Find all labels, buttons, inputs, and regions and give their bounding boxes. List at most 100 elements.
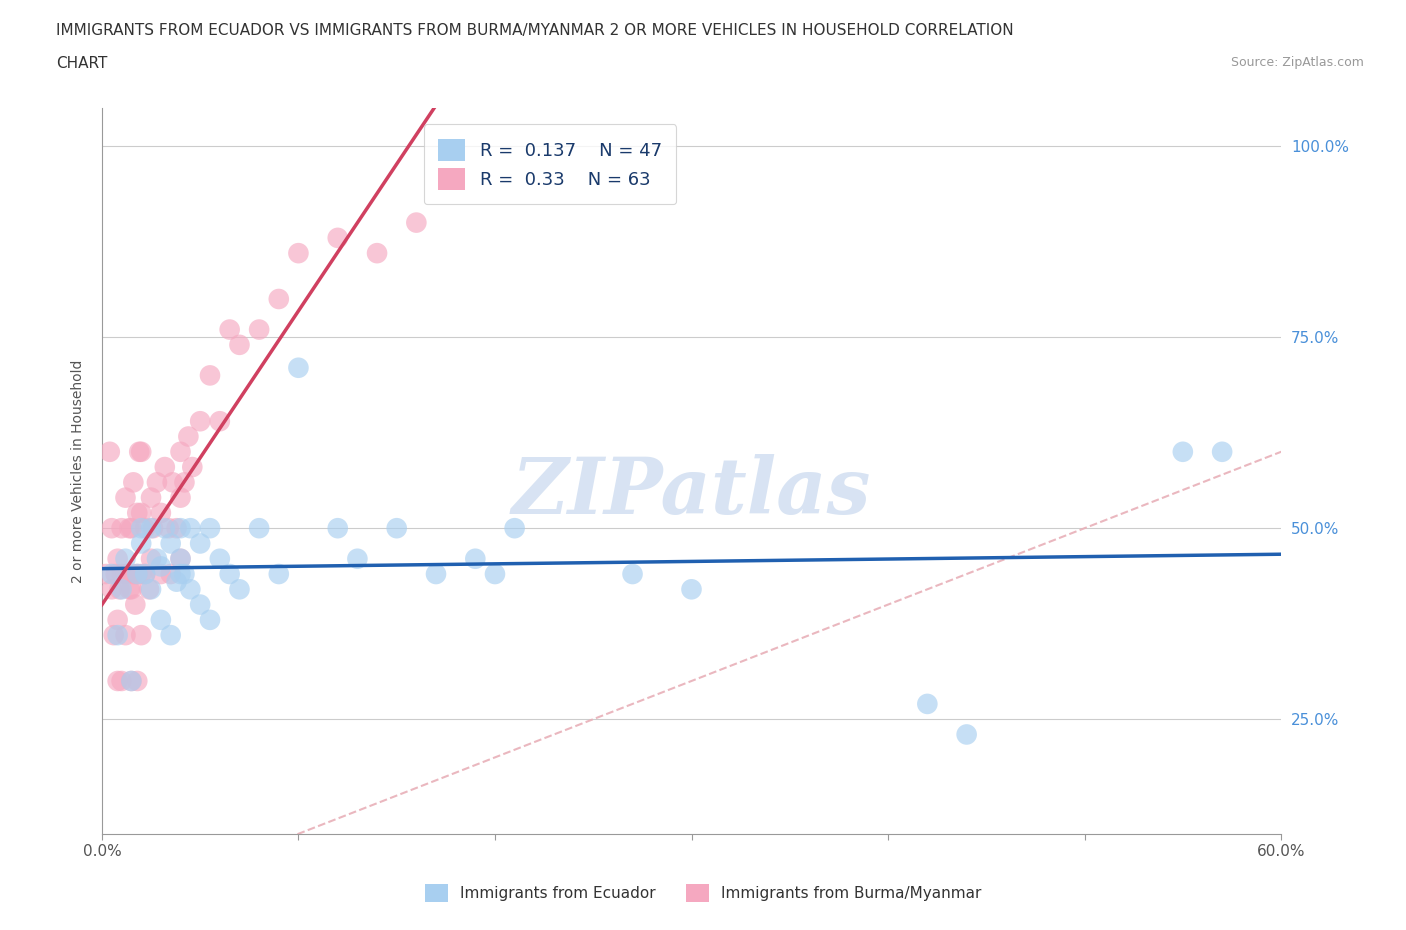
Point <box>159 628 181 643</box>
Point <box>188 414 211 429</box>
Point <box>108 582 131 597</box>
Point <box>134 566 156 581</box>
Point <box>179 582 201 597</box>
Point <box>621 566 644 581</box>
Point <box>188 536 211 551</box>
Point <box>94 566 117 581</box>
Point <box>100 521 122 536</box>
Legend: R =  0.137    N = 47, R =  0.33    N = 63: R = 0.137 N = 47, R = 0.33 N = 63 <box>423 125 676 205</box>
Point <box>503 521 526 536</box>
Point <box>153 521 176 536</box>
Point <box>129 566 152 581</box>
Point <box>100 582 122 597</box>
Point <box>162 475 184 490</box>
Point <box>149 566 172 581</box>
Point <box>169 566 191 581</box>
Point <box>129 445 152 459</box>
Point <box>139 490 162 505</box>
Point <box>139 521 162 536</box>
Point <box>149 559 172 574</box>
Point <box>326 231 349 246</box>
Point <box>129 506 152 521</box>
Point <box>98 445 121 459</box>
Point <box>228 338 250 352</box>
Point <box>267 292 290 307</box>
Point <box>366 246 388 260</box>
Point <box>218 566 240 581</box>
Point <box>169 521 191 536</box>
Point <box>208 414 231 429</box>
Point <box>198 368 221 383</box>
Point <box>1171 445 1194 459</box>
Point <box>173 475 195 490</box>
Point <box>169 551 191 566</box>
Point <box>114 566 136 581</box>
Point <box>118 582 141 597</box>
Point <box>118 521 141 536</box>
Point <box>110 566 132 581</box>
Point <box>346 551 368 566</box>
Point <box>247 322 270 337</box>
Point <box>681 582 703 597</box>
Point <box>127 566 149 581</box>
Point <box>157 521 180 536</box>
Point <box>122 566 145 581</box>
Point <box>120 673 142 688</box>
Point <box>287 360 309 375</box>
Point <box>179 521 201 536</box>
Point <box>120 582 142 597</box>
Point <box>127 566 149 581</box>
Point <box>146 551 169 566</box>
Point <box>208 551 231 566</box>
Point <box>128 445 150 459</box>
Point <box>138 582 160 597</box>
Point <box>114 551 136 566</box>
Point <box>177 429 200 444</box>
Point <box>153 459 176 474</box>
Point <box>129 628 152 643</box>
Point <box>114 628 136 643</box>
Point <box>218 322 240 337</box>
Point <box>159 566 181 581</box>
Point <box>110 582 132 597</box>
Point <box>134 521 156 536</box>
Point <box>142 521 165 536</box>
Point <box>173 566 195 581</box>
Point <box>122 475 145 490</box>
Point <box>114 490 136 505</box>
Point <box>120 673 142 688</box>
Point <box>917 697 939 711</box>
Point <box>139 582 162 597</box>
Point <box>129 521 152 536</box>
Point <box>956 727 979 742</box>
Point <box>149 613 172 628</box>
Point <box>107 613 129 628</box>
Text: CHART: CHART <box>56 56 108 71</box>
Point <box>169 551 191 566</box>
Point <box>127 673 149 688</box>
Text: IMMIGRANTS FROM ECUADOR VS IMMIGRANTS FROM BURMA/MYANMAR 2 OR MORE VEHICLES IN H: IMMIGRANTS FROM ECUADOR VS IMMIGRANTS FR… <box>56 23 1014 38</box>
Point <box>405 215 427 230</box>
Point <box>198 613 221 628</box>
Point <box>228 582 250 597</box>
Point <box>425 566 447 581</box>
Text: ZIPatlas: ZIPatlas <box>512 455 872 531</box>
Point <box>146 475 169 490</box>
Point <box>127 506 149 521</box>
Point <box>188 597 211 612</box>
Point <box>120 521 142 536</box>
Point <box>198 521 221 536</box>
Point <box>124 597 146 612</box>
Point <box>107 628 129 643</box>
Point <box>159 536 181 551</box>
Point <box>110 673 132 688</box>
Y-axis label: 2 or more Vehicles in Household: 2 or more Vehicles in Household <box>72 359 86 582</box>
Point <box>484 566 506 581</box>
Point <box>267 566 290 581</box>
Point <box>166 574 188 589</box>
Point <box>149 506 172 521</box>
Point <box>166 521 188 536</box>
Point <box>247 521 270 536</box>
Point <box>287 246 309 260</box>
Point <box>107 551 129 566</box>
